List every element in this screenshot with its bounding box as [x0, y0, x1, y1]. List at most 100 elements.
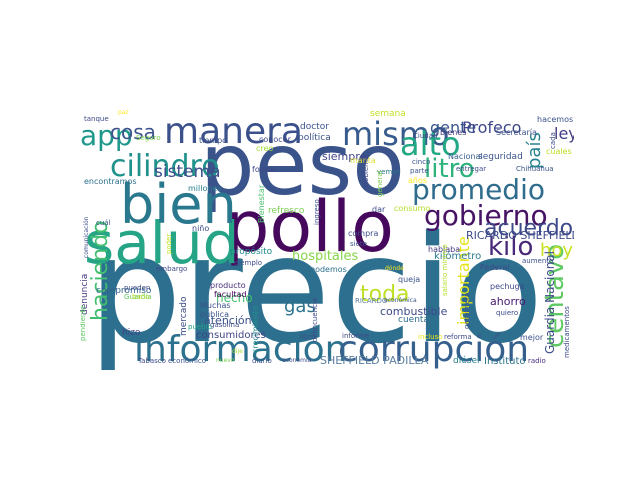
word-siete: siete — [350, 240, 367, 248]
word-acuerdo: acuerdo — [484, 216, 574, 241]
word-embargo: embargo — [156, 265, 188, 273]
word-hacemos: hacemos — [537, 115, 574, 124]
word-mejor: mejor — [520, 333, 544, 342]
word-paz: paz — [118, 109, 129, 116]
word-manta: manta — [350, 156, 376, 165]
word-gasolina: gasolina — [210, 321, 240, 329]
word-sistema: sistema — [154, 162, 221, 182]
word-promedio: promedio — [412, 173, 545, 206]
word-vemos: vemos — [377, 168, 401, 176]
word-tanque: tanque — [84, 115, 109, 123]
word-secretaria: Secretaría — [496, 128, 537, 137]
word-gas: gas — [284, 296, 316, 317]
word-refresco: refresco — [268, 206, 305, 216]
word-seguridad: seguridad — [478, 152, 523, 162]
word-nuevo: nuevo — [216, 357, 235, 364]
word-radio: radio — [528, 357, 546, 365]
word-gente: gente — [430, 118, 477, 137]
word-nino: niño — [192, 224, 210, 233]
word-proposito: propósito — [230, 247, 273, 257]
word-hizo: hizo — [122, 328, 141, 338]
word-guardia-nacional: Guardia Nacional — [543, 251, 557, 354]
word-ricardo-sheffield: RICARDO SHEFFIELD — [466, 229, 574, 242]
word-economia: economía — [282, 357, 312, 364]
word-cinco: cinco — [412, 158, 431, 166]
word-reforma: reforma — [444, 333, 472, 341]
word-pais: país — [524, 132, 545, 169]
word-hoy: hoy — [540, 240, 574, 261]
word-bienes: bienes — [440, 128, 467, 137]
word-consumidores: consumidores — [196, 330, 266, 341]
word-millones: millones — [188, 184, 222, 193]
word-pollo: pollo — [225, 186, 394, 268]
word-economico: económico — [168, 357, 207, 365]
word-compromiso: compromiso — [96, 286, 152, 296]
word-libro: libro — [300, 333, 316, 341]
word-nacional: Nacional — [448, 152, 483, 161]
word-guardia: Guardia — [124, 293, 152, 301]
word-atencion: atención — [204, 314, 252, 327]
word-ejemplo: ejemplo — [234, 259, 263, 267]
word-pueden: pueden — [124, 284, 151, 292]
word-diesel: diésel — [453, 356, 480, 366]
word-seguro: Seguro — [136, 134, 161, 142]
word-aumento: aumento — [522, 257, 554, 265]
word-publica: pública — [200, 310, 229, 319]
word-cuenta: cuenta — [398, 315, 429, 325]
word-ciudad: Ciudad — [413, 132, 438, 140]
word-mismo: mismo — [342, 115, 450, 153]
word-quiero: quiero — [496, 309, 519, 317]
word-cada: cada — [549, 132, 557, 149]
word-hablaba: hablaba — [428, 245, 461, 254]
word-producto: producto — [210, 281, 246, 290]
word-semana: semana — [370, 109, 406, 119]
word-ingreso: ingreso — [313, 199, 321, 225]
word-anos: años — [408, 176, 428, 185]
word-facultad: facultad — [214, 290, 247, 299]
word-siempre: siempre — [322, 150, 367, 163]
word-litro: litro — [424, 154, 475, 184]
word-poder: poder — [165, 233, 173, 254]
word-toda: toda — [360, 282, 410, 307]
word-profeco: Profeco — [462, 118, 522, 137]
word-hospitales: hospitales — [292, 249, 359, 264]
word-diario: diario — [252, 357, 272, 365]
word-cilindro: cilindro — [110, 149, 220, 184]
word-cual: cuál — [96, 219, 111, 227]
word-kilometro: kilómetro — [434, 251, 482, 262]
word-combustible: combustible — [380, 305, 448, 318]
word-kilo: kilo — [488, 232, 534, 262]
word-encontramos: encontramos — [84, 177, 137, 186]
word-instituto: Instituto — [484, 356, 526, 367]
word-gobierno: gobierno — [424, 199, 548, 232]
word-delincuencia: delincuencia — [311, 297, 319, 342]
word-doctor: doctor — [300, 122, 329, 132]
word-consumo: consumo — [394, 204, 431, 213]
word-medicamentos: medicamentos — [563, 306, 571, 358]
word-bano: baño — [132, 293, 150, 301]
word-cuales: cuales — [546, 147, 572, 156]
word-podemos: podemos — [310, 265, 347, 274]
word-ley: ley — [554, 124, 574, 143]
word-app: app — [80, 119, 133, 152]
word-hecho: hecho — [216, 291, 253, 305]
word-compra: compra — [348, 229, 379, 238]
word-incluso: incluso — [418, 333, 443, 341]
word-cosa: cosa — [110, 120, 156, 144]
word-muchas: Muchas — [200, 301, 231, 310]
word-pendiente: pendiente — [80, 305, 87, 341]
word-forma: forma — [252, 165, 276, 174]
word-cloud: precio peso pollo salud bien información corru… — [80, 106, 574, 370]
word-alto: alto — [400, 125, 461, 163]
word-entregar: entregar — [456, 165, 487, 173]
word-manera: manera — [164, 111, 303, 152]
word-economica: económica — [384, 297, 417, 304]
word-parte: parte — [410, 167, 429, 175]
word-general: general — [376, 170, 384, 197]
word-donde: dónde — [385, 265, 404, 272]
word-peso: peso — [200, 115, 405, 215]
word-federal: Federal — [480, 263, 510, 272]
word-pechuga: pechuga — [490, 282, 525, 291]
word-bienestar: Bienestar — [257, 184, 266, 223]
word-chihuahua: Chihuahua — [516, 165, 554, 173]
